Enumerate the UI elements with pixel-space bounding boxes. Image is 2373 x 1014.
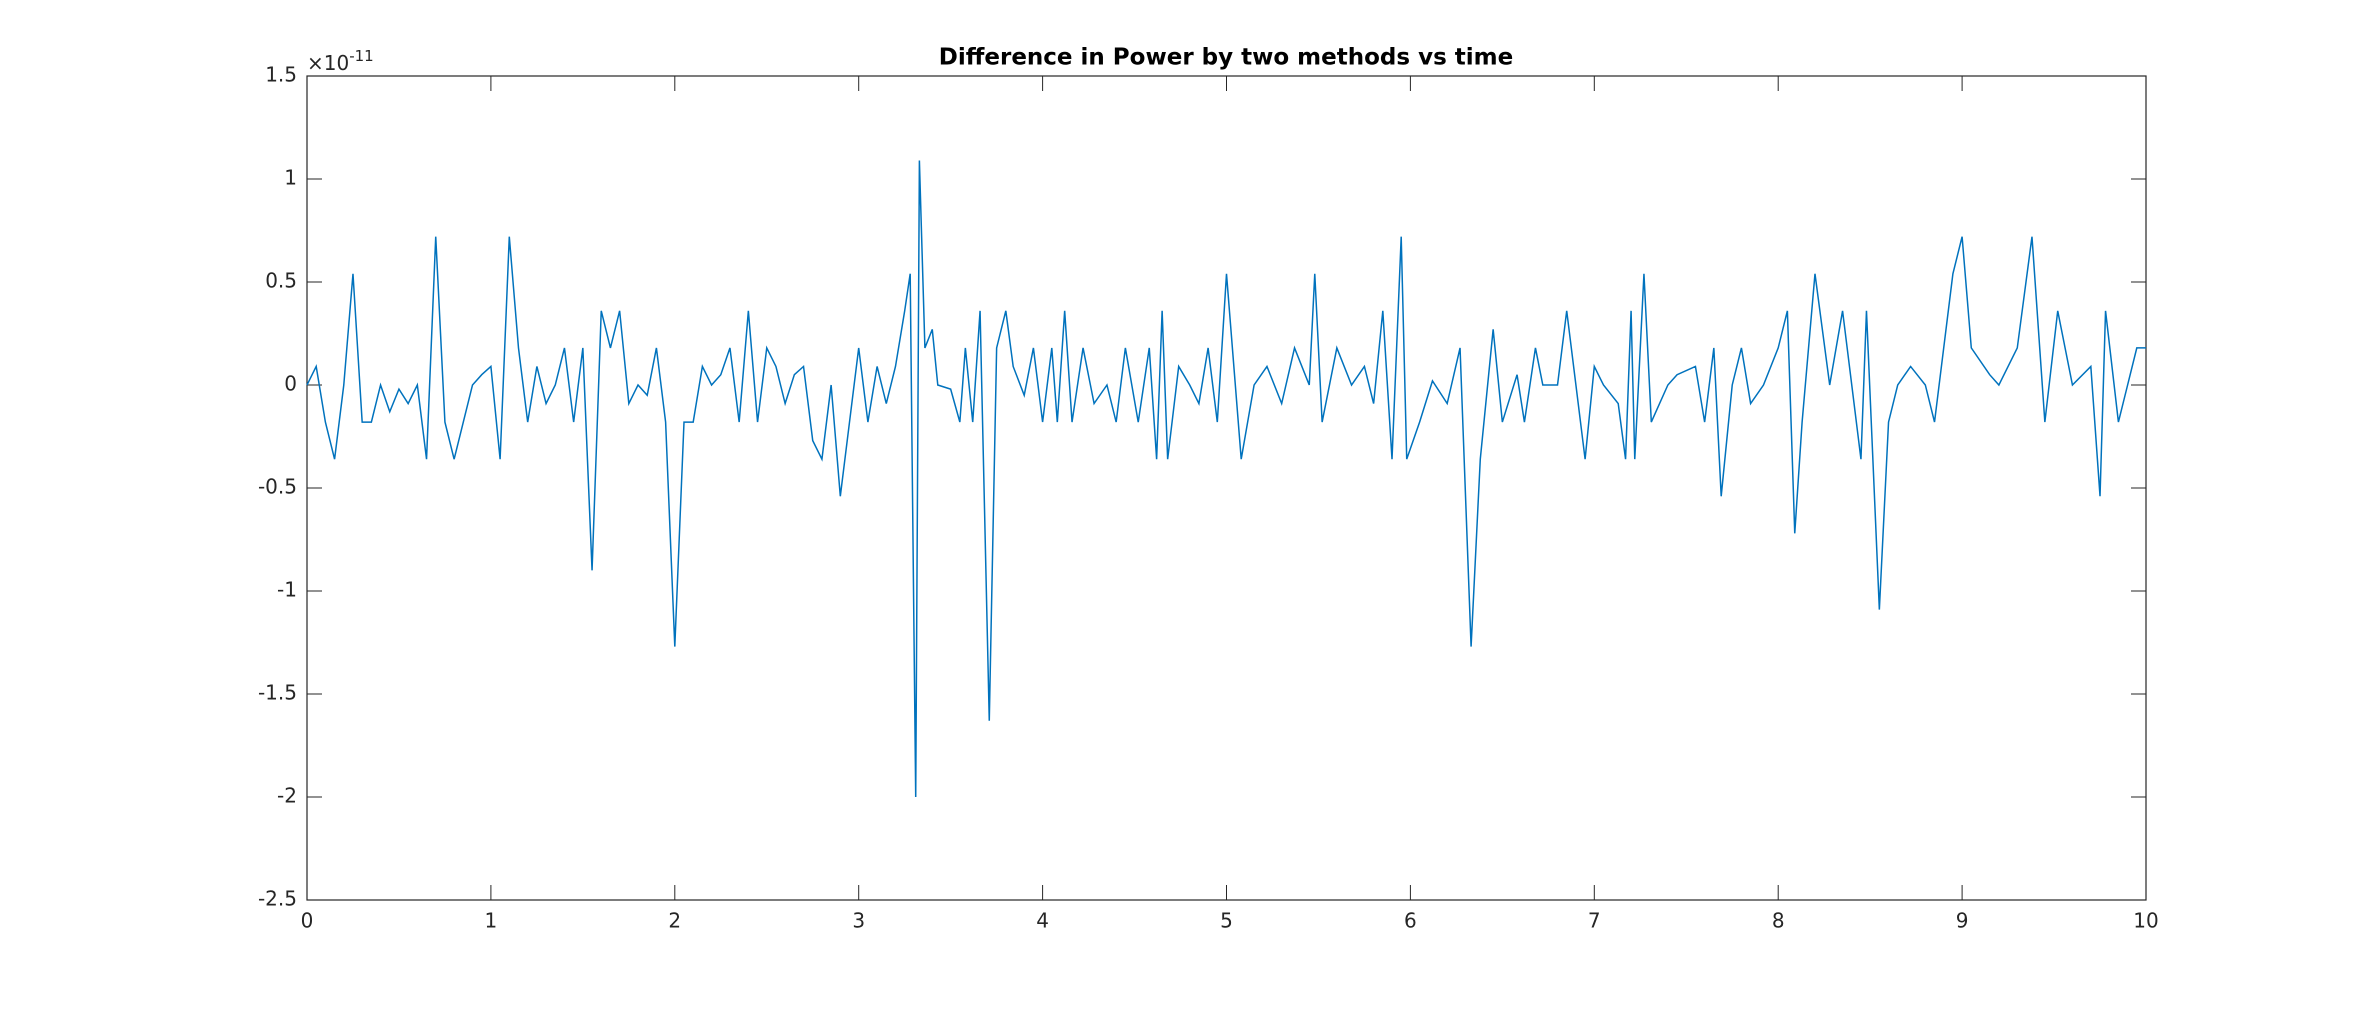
x-tick-label: 6: [1404, 909, 1417, 933]
x-tick-label: 5: [1220, 909, 1233, 933]
y-tick-label: 0: [284, 372, 297, 396]
x-tick-label: 0: [301, 909, 314, 933]
chart-title: Difference in Power by two methods vs ti…: [939, 45, 1513, 71]
y-tick-label: 1: [284, 166, 297, 190]
x-tick-label: 3: [852, 909, 865, 933]
x-tick-label: 7: [1588, 909, 1601, 933]
y-tick-label: 1.5: [265, 63, 297, 87]
y-tick-label: 0.5: [265, 269, 297, 293]
x-tick-label: 9: [1956, 909, 1969, 933]
x-tick-label: 2: [668, 909, 681, 933]
y-tick-label: -0.5: [258, 475, 297, 499]
x-tick-label: 1: [485, 909, 498, 933]
y-exponent: ×10-11: [307, 47, 374, 75]
exponent-power: -11: [349, 47, 374, 65]
series-line: [306, 160, 2146, 798]
y-tick-label: -2.5: [258, 887, 297, 911]
y-tick-label: -2: [277, 784, 297, 808]
x-tick-label: 4: [1036, 909, 1049, 933]
axes-box: [306, 75, 2147, 901]
x-tick-label: 8: [1772, 909, 1785, 933]
y-tick-label: -1.5: [258, 681, 297, 705]
y-tick-label: -1: [277, 578, 297, 602]
x-tick-label: 10: [2133, 909, 2158, 933]
exponent-base: ×10: [307, 51, 349, 75]
